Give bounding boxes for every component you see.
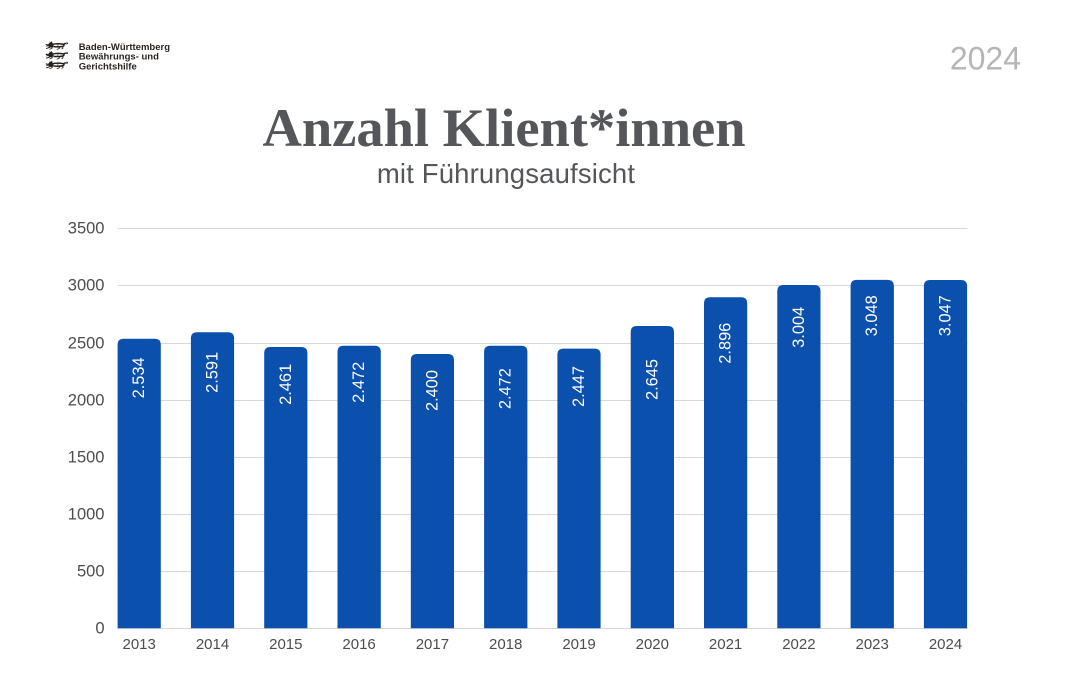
svg-text:2022: 2022: [782, 636, 815, 653]
svg-text:2019: 2019: [562, 636, 595, 653]
svg-text:2500: 2500: [68, 335, 105, 353]
svg-text:2024: 2024: [950, 41, 1021, 77]
svg-text:2.534: 2.534: [130, 357, 148, 398]
svg-text:2000: 2000: [68, 392, 105, 410]
svg-text:2017: 2017: [416, 636, 449, 653]
svg-text:2020: 2020: [636, 636, 669, 653]
svg-text:2023: 2023: [856, 636, 889, 653]
svg-text:3500: 3500: [68, 220, 105, 238]
svg-text:3.004: 3.004: [790, 307, 808, 348]
svg-text:3.047: 3.047: [937, 295, 955, 336]
svg-text:3.048: 3.048: [863, 295, 881, 336]
svg-text:Baden-Württemberg: Baden-Württemberg: [79, 42, 171, 53]
svg-text:2.400: 2.400: [423, 370, 441, 411]
svg-text:2.472: 2.472: [497, 368, 515, 409]
svg-text:3000: 3000: [68, 277, 105, 295]
svg-text:2015: 2015: [269, 636, 302, 653]
svg-text:Bewährungs- und: Bewährungs- und: [79, 52, 159, 63]
svg-text:500: 500: [77, 563, 105, 581]
svg-text:Gerichtshilfe: Gerichtshilfe: [79, 61, 137, 72]
svg-text:2.447: 2.447: [570, 366, 588, 407]
svg-text:2016: 2016: [342, 636, 375, 653]
svg-text:2.591: 2.591: [204, 352, 222, 393]
svg-text:2013: 2013: [123, 636, 156, 653]
svg-text:Anzahl Klient*innen: Anzahl Klient*innen: [262, 97, 745, 158]
svg-text:2024: 2024: [929, 636, 962, 653]
svg-text:mit Führungsaufsicht: mit Führungsaufsicht: [377, 158, 635, 189]
svg-text:2018: 2018: [489, 636, 522, 653]
svg-text:2.896: 2.896: [717, 323, 735, 364]
svg-text:2.645: 2.645: [643, 359, 661, 400]
svg-text:2021: 2021: [709, 636, 742, 653]
svg-text:1500: 1500: [68, 449, 105, 467]
svg-text:1000: 1000: [68, 506, 105, 524]
svg-text:0: 0: [95, 620, 104, 638]
svg-text:2014: 2014: [196, 636, 229, 653]
svg-text:2.472: 2.472: [350, 362, 368, 403]
svg-text:2.461: 2.461: [277, 364, 295, 405]
